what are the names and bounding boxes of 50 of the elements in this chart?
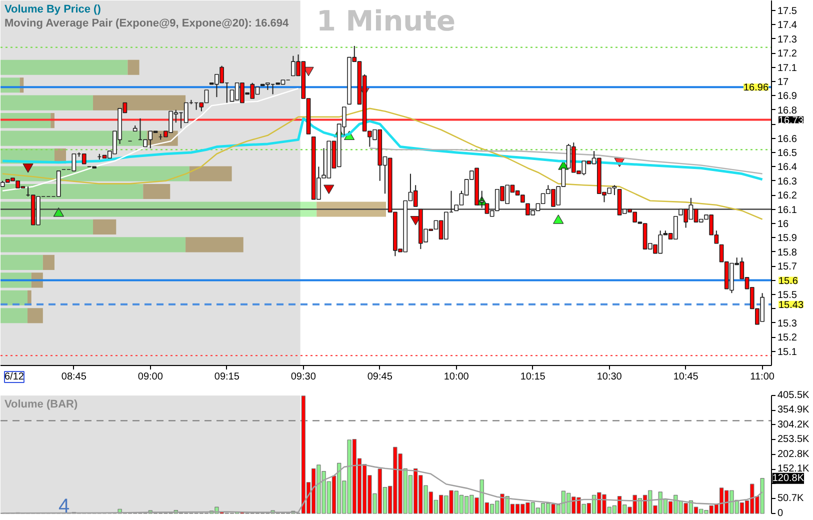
y-tick-label: 16.8 (778, 105, 798, 116)
y-tick-label: 16.3 (778, 176, 798, 188)
ref-line-label: 16.73 (778, 115, 804, 126)
x-tick-label: 10:30 (596, 372, 622, 382)
y-tick-label: 15.1 (778, 346, 798, 358)
annotation: Moving Average Pair (Expone@9, Expone@20): 16.694 (4, 18, 290, 30)
y-tick-label: 16.4 (778, 162, 798, 174)
y-tick-label: 16.2 (778, 190, 798, 202)
y-tick-label: 15.9 (778, 233, 798, 244)
y-tick-label: 15.7 (778, 262, 798, 273)
y-tick-label: 17.3 (778, 34, 798, 46)
x-tick-label: 10:00 (444, 372, 470, 382)
x-tick-label: 09:15 (214, 372, 240, 382)
y-tick-label: 15.3 (778, 318, 798, 330)
y-tick-label: 354.9K (778, 404, 810, 416)
x-axis-title: 6/12 (4, 372, 24, 382)
chart-title: Volume (BAR) (4, 398, 78, 410)
y-tick-label: 17.5 (778, 6, 798, 17)
y-tick-label: 253.5K (778, 434, 810, 446)
ref-line-label: 15.6 (778, 276, 798, 287)
x-tick-label: 09:45 (367, 372, 393, 382)
annotation: Volume By Price () (4, 4, 102, 16)
y-tick-label: 17 (778, 76, 790, 88)
y-tick-label: 16.6 (778, 134, 798, 145)
annotation: 120.8K (772, 472, 804, 484)
x-tick-label: 10:15 (520, 372, 546, 382)
y-tick-label: 16.5 (778, 148, 798, 159)
y-tick-label: 15.5 (778, 290, 798, 301)
x-tick-label: 09:30 (290, 372, 316, 382)
chart-title: 1 Minute (316, 4, 456, 38)
y-tick-label: 17.1 (778, 62, 798, 74)
x-tick-label: 08:45 (61, 372, 87, 382)
annotation: 4 (58, 496, 70, 518)
y-tick-label: 17.4 (778, 20, 798, 32)
ref-line-label: 16.96 (743, 82, 769, 94)
y-tick-label: 0 (778, 508, 784, 519)
y-tick-label: 152.1K (778, 464, 810, 475)
y-tick-label: 50.7K (778, 493, 804, 504)
y-tick-label: 16.1 (778, 204, 798, 216)
x-tick-label: 11:00 (750, 372, 775, 382)
y-tick-label: 304.2K (778, 419, 810, 430)
x-tick-label: 09:00 (138, 372, 164, 382)
y-tick-label: 202.8K (778, 448, 810, 460)
y-tick-label: 15.8 (778, 247, 798, 258)
y-tick-label: 17.2 (778, 48, 798, 60)
y-tick-label: 15.2 (778, 332, 798, 344)
y-tick-label: 16 (778, 218, 790, 230)
x-tick-label: 10:45 (673, 372, 699, 382)
y-tick-label: 16.9 (778, 91, 798, 102)
y-tick-label: 405.5K (778, 390, 810, 401)
